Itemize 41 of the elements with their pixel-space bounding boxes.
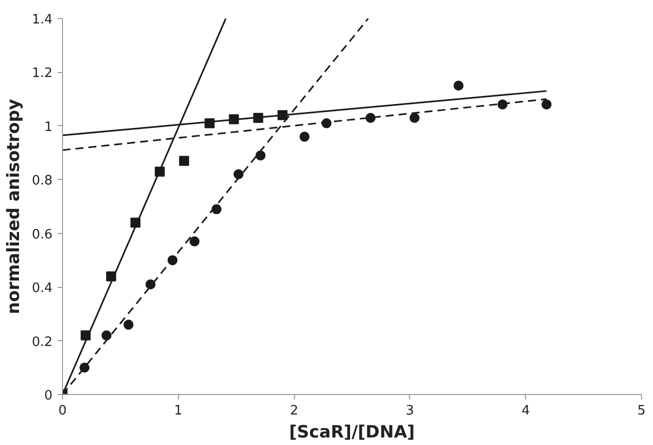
point bbox=[80, 330, 91, 340]
point bbox=[300, 132, 310, 142]
point bbox=[253, 112, 264, 123]
point bbox=[130, 218, 140, 228]
y-tick-label: 0.6 bbox=[32, 227, 53, 242]
point bbox=[322, 118, 332, 128]
y-axis-title: normalized anisotropy bbox=[4, 98, 24, 314]
x-axis-title: [ScaR]/[DNA] bbox=[289, 422, 415, 442]
point bbox=[146, 279, 156, 290]
x-tick-label: 5 bbox=[637, 404, 646, 418]
point bbox=[278, 110, 288, 120]
x-tick-label: 1 bbox=[174, 404, 182, 418]
point bbox=[234, 169, 244, 180]
y-tick-label: 0.2 bbox=[32, 334, 53, 350]
point bbox=[256, 150, 266, 160]
point bbox=[228, 114, 239, 124]
point bbox=[190, 236, 200, 246]
y-tick-label: 1 bbox=[44, 120, 53, 135]
point bbox=[454, 80, 464, 91]
y-tick-label: 1.4 bbox=[32, 12, 53, 28]
point bbox=[498, 99, 508, 110]
y-tick-label: 0.4 bbox=[32, 281, 53, 296]
point bbox=[154, 166, 165, 177]
x-tick-label: 0 bbox=[58, 404, 67, 418]
point bbox=[542, 99, 552, 110]
point bbox=[106, 271, 116, 282]
point bbox=[366, 112, 376, 123]
x-tick-label: 4 bbox=[522, 404, 530, 418]
point bbox=[102, 330, 112, 340]
point bbox=[80, 362, 90, 373]
point bbox=[204, 118, 215, 128]
point bbox=[212, 204, 222, 214]
x-tick-label: 3 bbox=[406, 404, 414, 418]
point bbox=[124, 320, 134, 330]
point bbox=[410, 112, 420, 123]
y-tick-label: 0 bbox=[44, 388, 53, 404]
y-tick-label: 1.2 bbox=[32, 66, 53, 82]
point bbox=[168, 255, 178, 266]
y-tick-label: 0.8 bbox=[32, 174, 53, 189]
point bbox=[179, 156, 190, 166]
x-tick-label: 2 bbox=[290, 404, 298, 418]
